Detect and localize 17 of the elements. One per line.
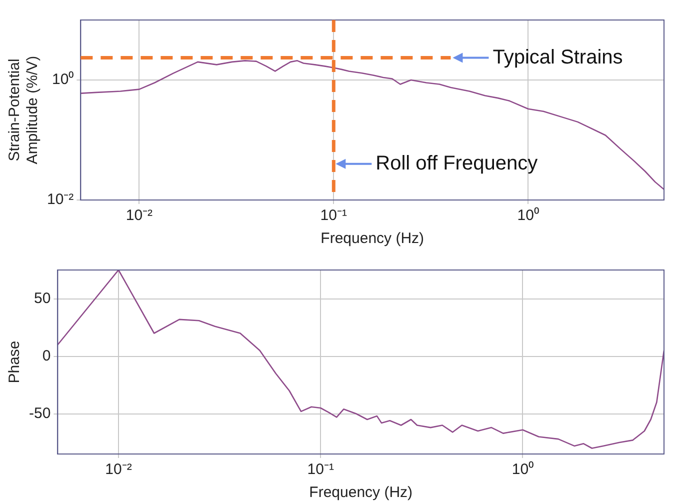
y-tick-label: 10⁻² bbox=[46, 191, 74, 208]
y-axis-title: Strain-Potential Amplitude (%/V) bbox=[6, 56, 42, 164]
annotation: Typical Strains bbox=[492, 46, 623, 68]
x-tick-label: 10⁻² bbox=[126, 207, 153, 224]
y-tick-label: 10⁰ bbox=[52, 71, 74, 88]
annotation: Roll off Frequency bbox=[376, 152, 538, 174]
x-tick-label: 10⁰ bbox=[512, 461, 534, 478]
y-tick-label: -50 bbox=[28, 404, 51, 422]
x-tick-label: 10⁻² bbox=[105, 461, 132, 478]
x-axis-title: Frequency (Hz) bbox=[320, 230, 424, 248]
y-tick-label: 0 bbox=[42, 347, 51, 364]
y-axis-title: Phase bbox=[6, 340, 24, 384]
x-tick-label: 10⁻¹ bbox=[320, 207, 347, 224]
x-tick-label: 10⁻¹ bbox=[307, 461, 334, 478]
y-tick-label: 50 bbox=[34, 290, 51, 307]
x-axis-title: Frequency (Hz) bbox=[309, 484, 413, 502]
x-tick-label: 10⁰ bbox=[517, 207, 539, 224]
